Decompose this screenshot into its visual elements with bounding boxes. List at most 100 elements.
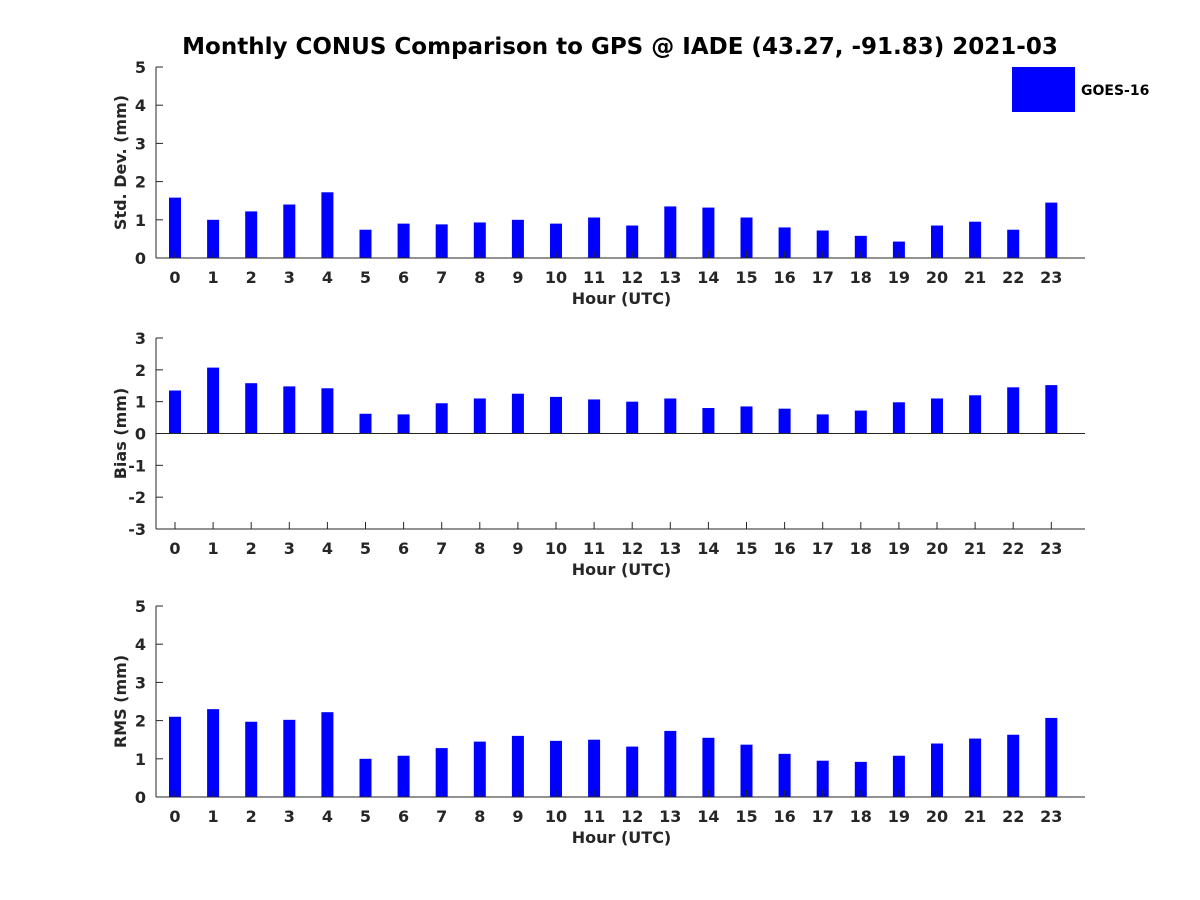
- x-tick-label: 21: [964, 539, 986, 558]
- y-axis-label: RMS (mm): [111, 655, 130, 748]
- y-tick-label: -1: [128, 456, 146, 475]
- bar-hour-16: [778, 227, 791, 258]
- x-tick-label: 0: [169, 807, 180, 826]
- bar-hour-14: [702, 207, 715, 258]
- x-axis-label: Hour (UTC): [572, 828, 672, 847]
- bar-hour-20: [931, 743, 943, 797]
- x-tick-label: 1: [208, 539, 219, 558]
- y-tick-label: -3: [128, 520, 146, 539]
- x-tick-label: 4: [322, 268, 333, 287]
- x-axis-label: Hour (UTC): [572, 560, 672, 579]
- y-tick-label: 2: [135, 712, 146, 731]
- bar-hour-1: [207, 219, 220, 258]
- bar-hour-19: [892, 755, 905, 797]
- x-tick-label: 9: [512, 268, 523, 287]
- y-tick-label: 5: [135, 597, 146, 616]
- bar-hour-8: [473, 398, 486, 434]
- bar-hour-13: [664, 730, 677, 797]
- x-tick-label: 7: [436, 539, 447, 558]
- y-tick-label: 5: [135, 58, 146, 77]
- bar-hour-23: [1045, 202, 1058, 258]
- x-tick-label: 19: [888, 807, 910, 826]
- x-tick-label: 15: [735, 807, 757, 826]
- x-tick-label: 17: [812, 268, 834, 287]
- legend: GOES-16: [1012, 67, 1149, 112]
- bar-hour-18: [854, 410, 867, 434]
- bar-hour-2: [245, 211, 258, 258]
- x-tick-label: 19: [888, 539, 910, 558]
- bar-hour-3: [283, 719, 296, 797]
- bar-hour-1: [207, 367, 220, 434]
- figure-title: Monthly CONUS Comparison to GPS @ IADE (…: [182, 34, 1058, 60]
- bar-hour-22: [1007, 734, 1020, 797]
- y-tick-label: 0: [135, 425, 146, 444]
- bar-hour-0: [169, 197, 181, 258]
- x-tick-label: 19: [888, 268, 910, 287]
- y-tick-label: 3: [135, 673, 146, 692]
- bar-hour-9: [511, 219, 524, 258]
- x-tick-label: 15: [735, 268, 757, 287]
- bar-hour-20: [931, 225, 943, 258]
- bar-hour-15: [740, 744, 753, 797]
- x-tick-label: 18: [850, 268, 872, 287]
- bar-hour-10: [550, 740, 562, 797]
- y-axis-label: Std. Dev. (mm): [111, 95, 130, 230]
- x-tick-label: 2: [246, 268, 257, 287]
- bar-hour-10: [550, 223, 562, 258]
- x-tick-label: 2: [246, 539, 257, 558]
- bar-hour-17: [816, 414, 829, 434]
- bar-hour-12: [626, 401, 639, 434]
- x-tick-label: 6: [398, 807, 409, 826]
- bar-hour-4: [321, 388, 334, 434]
- x-tick-label: 13: [659, 807, 681, 826]
- x-tick-label: 16: [773, 539, 795, 558]
- bar-hour-3: [283, 386, 296, 434]
- bar-hour-10: [550, 396, 562, 434]
- x-tick-label: 3: [284, 807, 295, 826]
- bar-hour-12: [626, 225, 639, 258]
- bar-hour-23: [1045, 717, 1058, 797]
- y-tick-label: 1: [135, 750, 146, 769]
- x-tick-label: 0: [169, 539, 180, 558]
- x-tick-label: 10: [545, 807, 567, 826]
- x-tick-label: 9: [512, 539, 523, 558]
- x-tick-label: 0: [169, 268, 180, 287]
- x-tick-label: 3: [284, 268, 295, 287]
- bar-hour-18: [854, 235, 867, 258]
- x-tick-label: 1: [208, 268, 219, 287]
- x-tick-label: 3: [284, 539, 295, 558]
- x-tick-label: 18: [850, 807, 872, 826]
- bar-hour-21: [969, 738, 982, 797]
- bar-hour-17: [816, 760, 829, 797]
- x-tick-label: 5: [360, 539, 371, 558]
- bar-hour-9: [511, 735, 524, 797]
- x-tick-label: 14: [697, 539, 719, 558]
- x-tick-label: 11: [583, 268, 605, 287]
- x-tick-label: 22: [1002, 807, 1024, 826]
- x-tick-label: 17: [812, 807, 834, 826]
- x-tick-label: 20: [926, 268, 948, 287]
- bar-hour-1: [207, 709, 220, 797]
- bar-hour-15: [740, 406, 753, 434]
- bar-hour-22: [1007, 229, 1020, 258]
- x-tick-label: 23: [1040, 807, 1062, 826]
- y-axis-label: Bias (mm): [111, 388, 130, 480]
- bar-hour-3: [283, 204, 296, 258]
- x-tick-label: 5: [360, 268, 371, 287]
- x-tick-label: 12: [621, 807, 643, 826]
- x-tick-label: 12: [621, 268, 643, 287]
- x-tick-label: 9: [512, 807, 523, 826]
- y-tick-label: 3: [135, 134, 146, 153]
- x-tick-label: 12: [621, 539, 643, 558]
- x-tick-label: 4: [322, 807, 333, 826]
- x-tick-label: 4: [322, 539, 333, 558]
- bar-hour-8: [473, 222, 486, 258]
- bar-hour-5: [359, 413, 372, 434]
- bar-hour-7: [435, 403, 448, 434]
- bar-hour-15: [740, 217, 753, 258]
- y-tick-label: 2: [135, 361, 146, 380]
- bar-hour-5: [359, 758, 372, 797]
